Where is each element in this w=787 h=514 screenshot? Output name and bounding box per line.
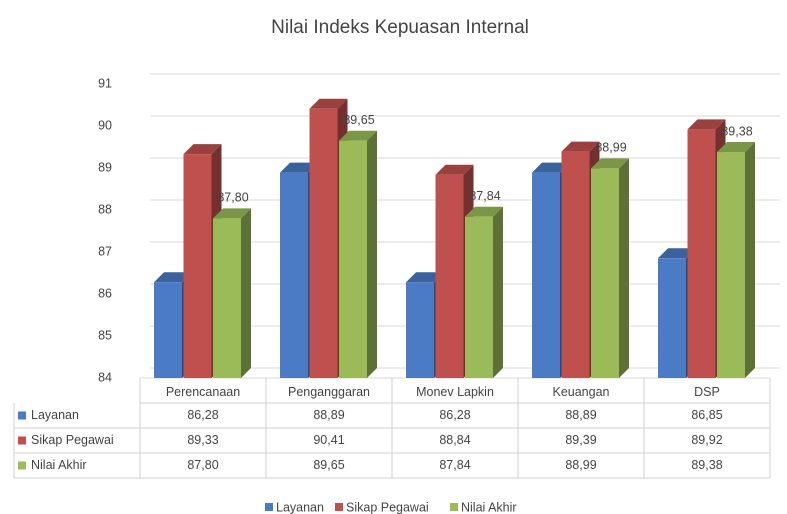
bar-top (717, 142, 755, 153)
chart-title: Nilai Indeks Kepuasan Internal (271, 17, 529, 38)
table-cell: 88,84 (439, 433, 470, 447)
y-tick-label: 86 (98, 286, 112, 300)
bar-top (309, 98, 348, 109)
bar (339, 140, 367, 378)
legend-label: Layanan (276, 500, 324, 514)
bar-top (280, 162, 318, 173)
table-cell: 89,33 (187, 433, 218, 447)
table-cell: 87,84 (439, 458, 470, 472)
y-tick-label: 90 (98, 118, 112, 132)
bar (687, 129, 716, 378)
table-cell: 89,65 (313, 458, 344, 472)
table-row-label: Sikap Pegawai (31, 433, 114, 447)
bar (183, 154, 212, 378)
bar-side (619, 158, 629, 378)
bar-top (213, 208, 251, 219)
bar-top (658, 248, 696, 259)
x-tick-label: Perencanaan (166, 385, 240, 399)
x-tick-label: Penganggaran (288, 385, 370, 399)
table-cell: 87,80 (187, 458, 218, 472)
y-tick-label: 87 (98, 244, 112, 258)
table-swatch (18, 411, 26, 420)
legend-swatch (450, 503, 458, 511)
x-tick-label: Monev Lapkin (416, 385, 494, 399)
bar (406, 282, 434, 378)
bar (465, 216, 493, 378)
legend-swatch (265, 503, 273, 511)
bar-top (435, 164, 474, 175)
table-swatch (18, 461, 26, 470)
data-label: 88,99 (595, 141, 626, 155)
bar-top (339, 130, 377, 141)
legend-label: Nilai Akhir (461, 500, 517, 514)
bar-side (241, 208, 251, 378)
table-cell: 86,85 (691, 408, 722, 422)
table-cell: 88,99 (565, 458, 596, 472)
table-cell: 89,38 (691, 458, 722, 472)
table-cell: 88,89 (565, 408, 596, 422)
table-cell: 86,28 (187, 408, 218, 422)
bar (280, 172, 308, 378)
bar-top (561, 141, 600, 152)
x-tick-label: DSP (694, 385, 720, 399)
bar-side (367, 130, 377, 378)
table-cell: 88,89 (313, 408, 344, 422)
bar (591, 168, 619, 378)
data-label: 89,65 (343, 113, 374, 127)
bar-side (493, 206, 503, 378)
y-tick-label: 84 (98, 370, 112, 384)
bar (154, 282, 182, 378)
table-row-label: Nilai Akhir (31, 458, 87, 472)
bar-top (406, 272, 444, 283)
bar (658, 258, 686, 378)
bar-top (183, 144, 222, 155)
bar (532, 172, 560, 378)
legend-swatch (335, 503, 343, 511)
bar (309, 108, 338, 378)
bar (561, 151, 590, 378)
x-tick-label: Keuangan (552, 385, 609, 399)
table-swatch (18, 436, 26, 445)
data-label: 89,38 (721, 124, 752, 138)
table-cell: 89,92 (691, 433, 722, 447)
table-cell: 90,41 (313, 433, 344, 447)
bar (213, 218, 241, 378)
y-tick-label: 88 (98, 202, 112, 216)
y-tick-label: 89 (98, 160, 112, 174)
bar-top (687, 119, 726, 130)
table-cell: 86,28 (439, 408, 470, 422)
data-label: 87,80 (217, 191, 248, 205)
y-tick-label: 85 (98, 328, 112, 342)
bar-top (465, 206, 503, 217)
bar (435, 174, 464, 378)
y-tick-label: 91 (98, 76, 112, 90)
data-label: 87,84 (469, 189, 500, 203)
bar-side (745, 142, 755, 378)
bar-top (591, 158, 629, 169)
bar-top (532, 162, 570, 173)
bar-top (154, 272, 192, 283)
bar (717, 152, 745, 378)
legend-label: Sikap Pegawai (346, 500, 429, 514)
table-cell: 89,39 (565, 433, 596, 447)
table-row-label: Layanan (31, 408, 79, 422)
